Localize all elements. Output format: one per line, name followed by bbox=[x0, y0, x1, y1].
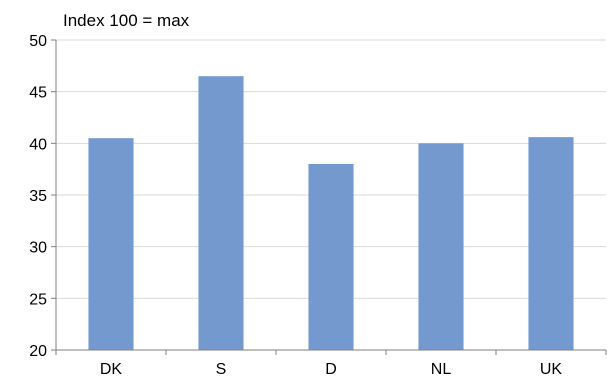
bars bbox=[88, 76, 574, 351]
y-tick-label-50: 50 bbox=[29, 33, 47, 50]
x-tick-label-uk: UK bbox=[540, 361, 563, 378]
x-tick-labels: DK S D NL UK bbox=[100, 361, 563, 378]
y-tick-label-20: 20 bbox=[29, 343, 47, 360]
y-tick-label-35: 35 bbox=[29, 188, 47, 205]
axes bbox=[51, 39, 607, 355]
x-tick-label-dk: DK bbox=[100, 361, 123, 378]
bar-uk bbox=[528, 137, 574, 350]
y-tick-label-40: 40 bbox=[29, 136, 47, 153]
bar-nl bbox=[418, 143, 464, 350]
y-tick-label-45: 45 bbox=[29, 85, 47, 102]
x-tick-label-nl: NL bbox=[431, 361, 452, 378]
y-tick-label-30: 30 bbox=[29, 240, 47, 257]
bar-s bbox=[198, 76, 244, 351]
chart-title: Index 100 = max bbox=[63, 11, 190, 30]
y-tick-label-25: 25 bbox=[29, 291, 47, 308]
x-tick-label-s: S bbox=[216, 361, 227, 378]
bar-dk bbox=[88, 138, 134, 350]
bar-d bbox=[308, 164, 354, 350]
y-tick-labels: 20 25 30 35 40 45 50 bbox=[29, 33, 47, 360]
x-tick-label-d: D bbox=[325, 361, 337, 378]
